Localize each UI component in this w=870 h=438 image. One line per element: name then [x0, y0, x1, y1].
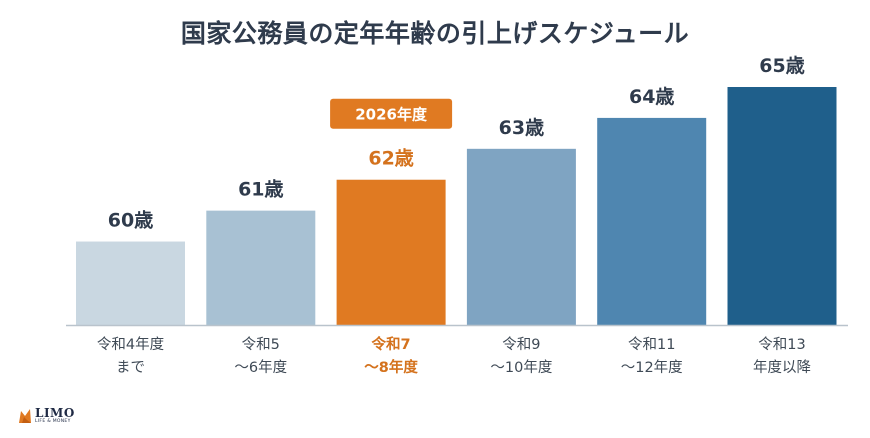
category-label-5-1: 年度以降 — [753, 359, 811, 376]
category-label-4-0: 令和11 — [628, 336, 675, 353]
bar-0 — [76, 241, 185, 325]
fox-logo-icon — [19, 409, 31, 423]
bar-4 — [597, 117, 707, 325]
bar-5 — [727, 87, 837, 325]
category-label-1-0: 令和5 — [242, 336, 280, 353]
category-label-3-0: 令和9 — [502, 336, 540, 353]
value-label-3: 63歳 — [499, 117, 544, 139]
category-label-3-1: 〜10年度 — [490, 359, 552, 376]
value-label-0: 60歳 — [108, 210, 153, 232]
logo-wordmark: LIMO — [35, 406, 75, 421]
category-label-4-1: 〜12年度 — [621, 359, 683, 376]
bar-1 — [206, 210, 316, 325]
category-label-2-0: 令和7 — [372, 335, 411, 353]
category-label-1-1: 〜6年度 — [234, 359, 287, 376]
highlight-badge-label: 2026年度 — [355, 106, 428, 124]
limo-logo: LIMO LIFE & MONEY — [18, 403, 75, 429]
chart-title: 国家公務員の定年年齢の引上げスケジュール — [180, 19, 690, 48]
bar-2 — [336, 179, 446, 325]
category-label-5-0: 令和13 — [758, 336, 805, 353]
logo-tagline: LIFE & MONEY — [35, 419, 71, 425]
value-label-2: 62歳 — [368, 148, 413, 170]
highlight-badge — [330, 98, 453, 129]
value-label-5: 65歳 — [759, 55, 804, 77]
category-label-2-1: 〜8年度 — [364, 358, 418, 376]
category-label-0-1: まで — [116, 360, 145, 376]
value-label-1: 61歳 — [238, 179, 283, 201]
value-label-4: 64歳 — [629, 86, 674, 108]
bar-3 — [466, 148, 576, 325]
category-label-0-0: 令和4年度 — [97, 336, 164, 353]
